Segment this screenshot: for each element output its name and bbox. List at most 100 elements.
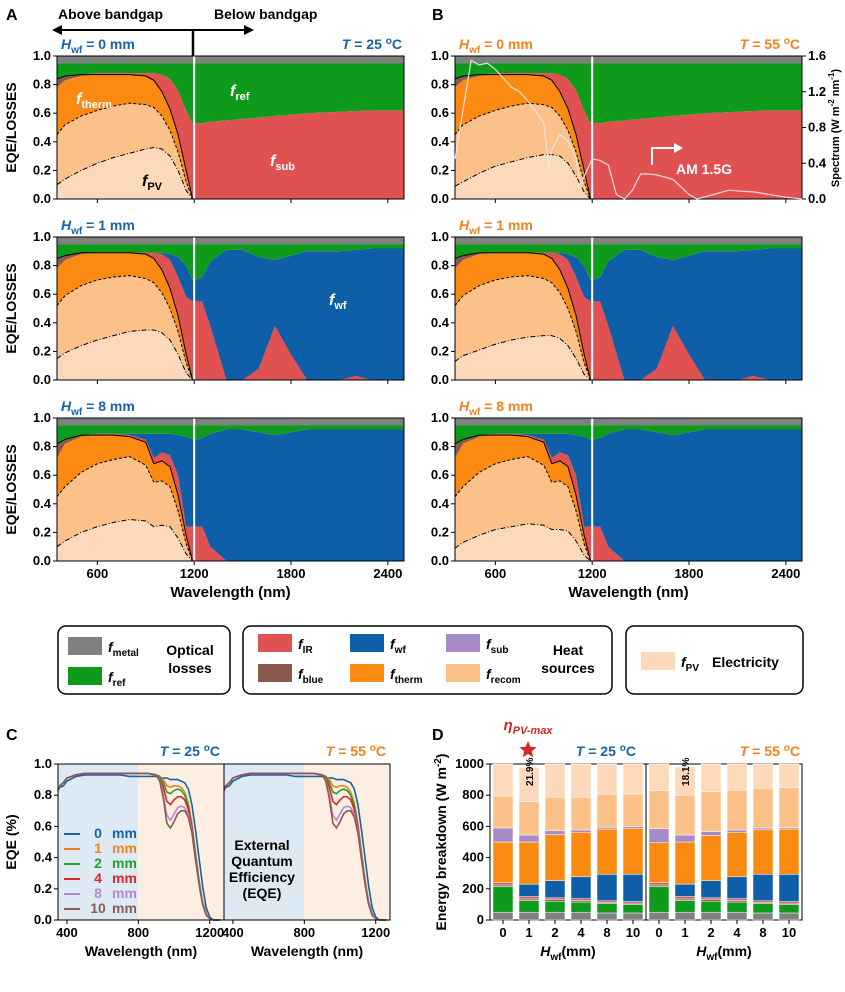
area-metal: [455, 418, 802, 426]
area-ir: [455, 73, 802, 199]
bar-segment-ref: [570, 901, 592, 913]
bar-segment-sub: [596, 826, 618, 830]
legend-label-ref: fref: [108, 669, 126, 689]
y-tick-label: 0.4: [33, 496, 52, 511]
legend-label-wf: fwf: [390, 636, 406, 656]
bar-segment-recom: [570, 796, 592, 831]
eqe-line-10mm: [223, 772, 387, 921]
bar-segment-wf: [752, 874, 774, 902]
bar-segment-recom: [622, 793, 644, 827]
temperature-label: T = 55 oC: [740, 36, 800, 52]
bar-segment-wf: [544, 880, 566, 899]
area-ref: [57, 63, 404, 124]
bar-segment-therm: [492, 841, 514, 883]
bar-segment-therm: [726, 832, 748, 878]
bar-segment-ref: [752, 903, 774, 914]
y-tick-label: 0.6: [33, 105, 51, 120]
bar-segment-pv: [596, 763, 618, 795]
bar-segment-wf: [570, 876, 592, 899]
x-tick-label: 4: [733, 925, 741, 940]
fwf-label: fwf: [329, 292, 347, 312]
bar-segment-ir: [518, 896, 540, 900]
bar-segment-pv: [726, 763, 748, 791]
bar-segment-metal: [726, 911, 748, 921]
y-tick-label: 1.0: [33, 410, 51, 425]
bar-segment-wf: [622, 874, 644, 902]
x-axis-label: Wavelength (nm): [170, 584, 290, 601]
eqe-subplot-T25: 400 800 1200 Wavelength (nm) T = 25 oC 0.0 0.2…: [3, 743, 225, 959]
eqe-box-label: (EQE): [243, 885, 282, 901]
bar-segment-recom: [726, 789, 748, 831]
y-axis-label: EQE (%): [3, 814, 19, 869]
plot-frame: [56, 236, 405, 381]
area-recom: [455, 103, 802, 199]
bar-segment-ref: [518, 900, 540, 913]
temperature-label: T = 25 oC: [342, 36, 402, 52]
area-therm: [455, 252, 802, 380]
area-ref: [455, 244, 802, 280]
legend-value: 0: [94, 825, 102, 841]
hwf-label: Hwf = 8 mm: [459, 398, 533, 418]
y-tick-label: 0.0: [33, 372, 51, 387]
am15-label: AM 1.5G: [676, 161, 732, 177]
right-arrowhead: [244, 25, 254, 35]
bar-segment-ref: [492, 886, 514, 913]
area-metal: [57, 56, 404, 64]
plot-frame: [56, 417, 405, 562]
bar-segment-ref: [674, 900, 696, 913]
bar-segment-therm: [518, 841, 540, 885]
legend-box-heat: [242, 625, 613, 695]
y-tick-label: 0.2: [33, 343, 51, 358]
bar-segment-recom: [596, 793, 618, 828]
bar-segment-recom: [544, 796, 566, 832]
bar-segment-sub: [518, 834, 540, 843]
bar-segment-therm: [570, 832, 592, 878]
temperature-label: T = 25 oC: [576, 743, 636, 759]
bar-segment-pv: [674, 766, 696, 796]
legend-unit: mm: [112, 855, 137, 871]
y-tick-label: 0.0: [431, 372, 449, 387]
x-tick-label: 8: [759, 925, 766, 940]
bar-segment-pv: [752, 763, 774, 789]
spectrum-axis-label: Spectrum (W m-2 nm-1): [827, 69, 842, 188]
area-wf: [455, 429, 802, 561]
legend-label-therm: ftherm: [390, 666, 423, 686]
legend-label-ir: fIR: [298, 636, 313, 656]
y-axis-label: EQE/LOSSES: [3, 82, 19, 172]
bar-segment-wf: [700, 880, 722, 899]
legend-swatch-metal: [68, 637, 102, 655]
area-panel-T25-H8: 0.0 0.2 0.4 0.6 0.8 1.0 600 1200 1800 2400 Wavelen…: [3, 398, 405, 601]
x-tick-label: 800: [293, 925, 315, 940]
bar-segment-sub: [570, 829, 592, 833]
eqe-box-label: Efficiency: [229, 869, 295, 885]
bar-segment-metal: [778, 912, 800, 921]
y-tick-label: 0.8: [33, 77, 51, 92]
bar-segment-ref: [648, 886, 670, 913]
y-tick-label: 0.6: [33, 467, 51, 482]
area-panel-T55-H0: 0.0 0.2 0.4 0.6 0.8 1.0 Hwf = 0 mm T = 55 oC 0.0…: [431, 36, 842, 206]
hwf-label: Hwf = 8 mm: [61, 398, 135, 418]
area-therm: [57, 252, 404, 380]
y-tick-label: 0.4: [33, 315, 52, 330]
arrow-line: [651, 147, 674, 165]
below-bandgap-label: Below bandgap: [214, 6, 317, 22]
hwf-label: Hwf = 1 mm: [459, 217, 533, 237]
y-tick-label: 0.4: [431, 134, 450, 149]
bar-segment-pv: [700, 763, 722, 793]
bar-segment-wf: [596, 874, 618, 902]
bar-segment-metal: [518, 911, 540, 921]
y-tick-label: 0.8: [431, 258, 449, 273]
area-ref: [57, 244, 404, 280]
eqe-line-10mm: [57, 772, 221, 921]
shade-above-800: [224, 764, 305, 920]
area-pv: [455, 523, 802, 561]
bar-segment-sub: [544, 830, 566, 835]
x-tick-label: 1200: [180, 566, 209, 581]
panel-letter-A: A: [6, 7, 18, 24]
y-tick-label: 0.2: [431, 162, 449, 177]
fpv-label: fPV: [142, 173, 163, 193]
bar-segment-ir: [648, 882, 670, 886]
x-tick-label: 400: [56, 925, 78, 940]
legend-value: 8: [94, 885, 102, 901]
y-tick-label: 0.2: [431, 343, 449, 358]
